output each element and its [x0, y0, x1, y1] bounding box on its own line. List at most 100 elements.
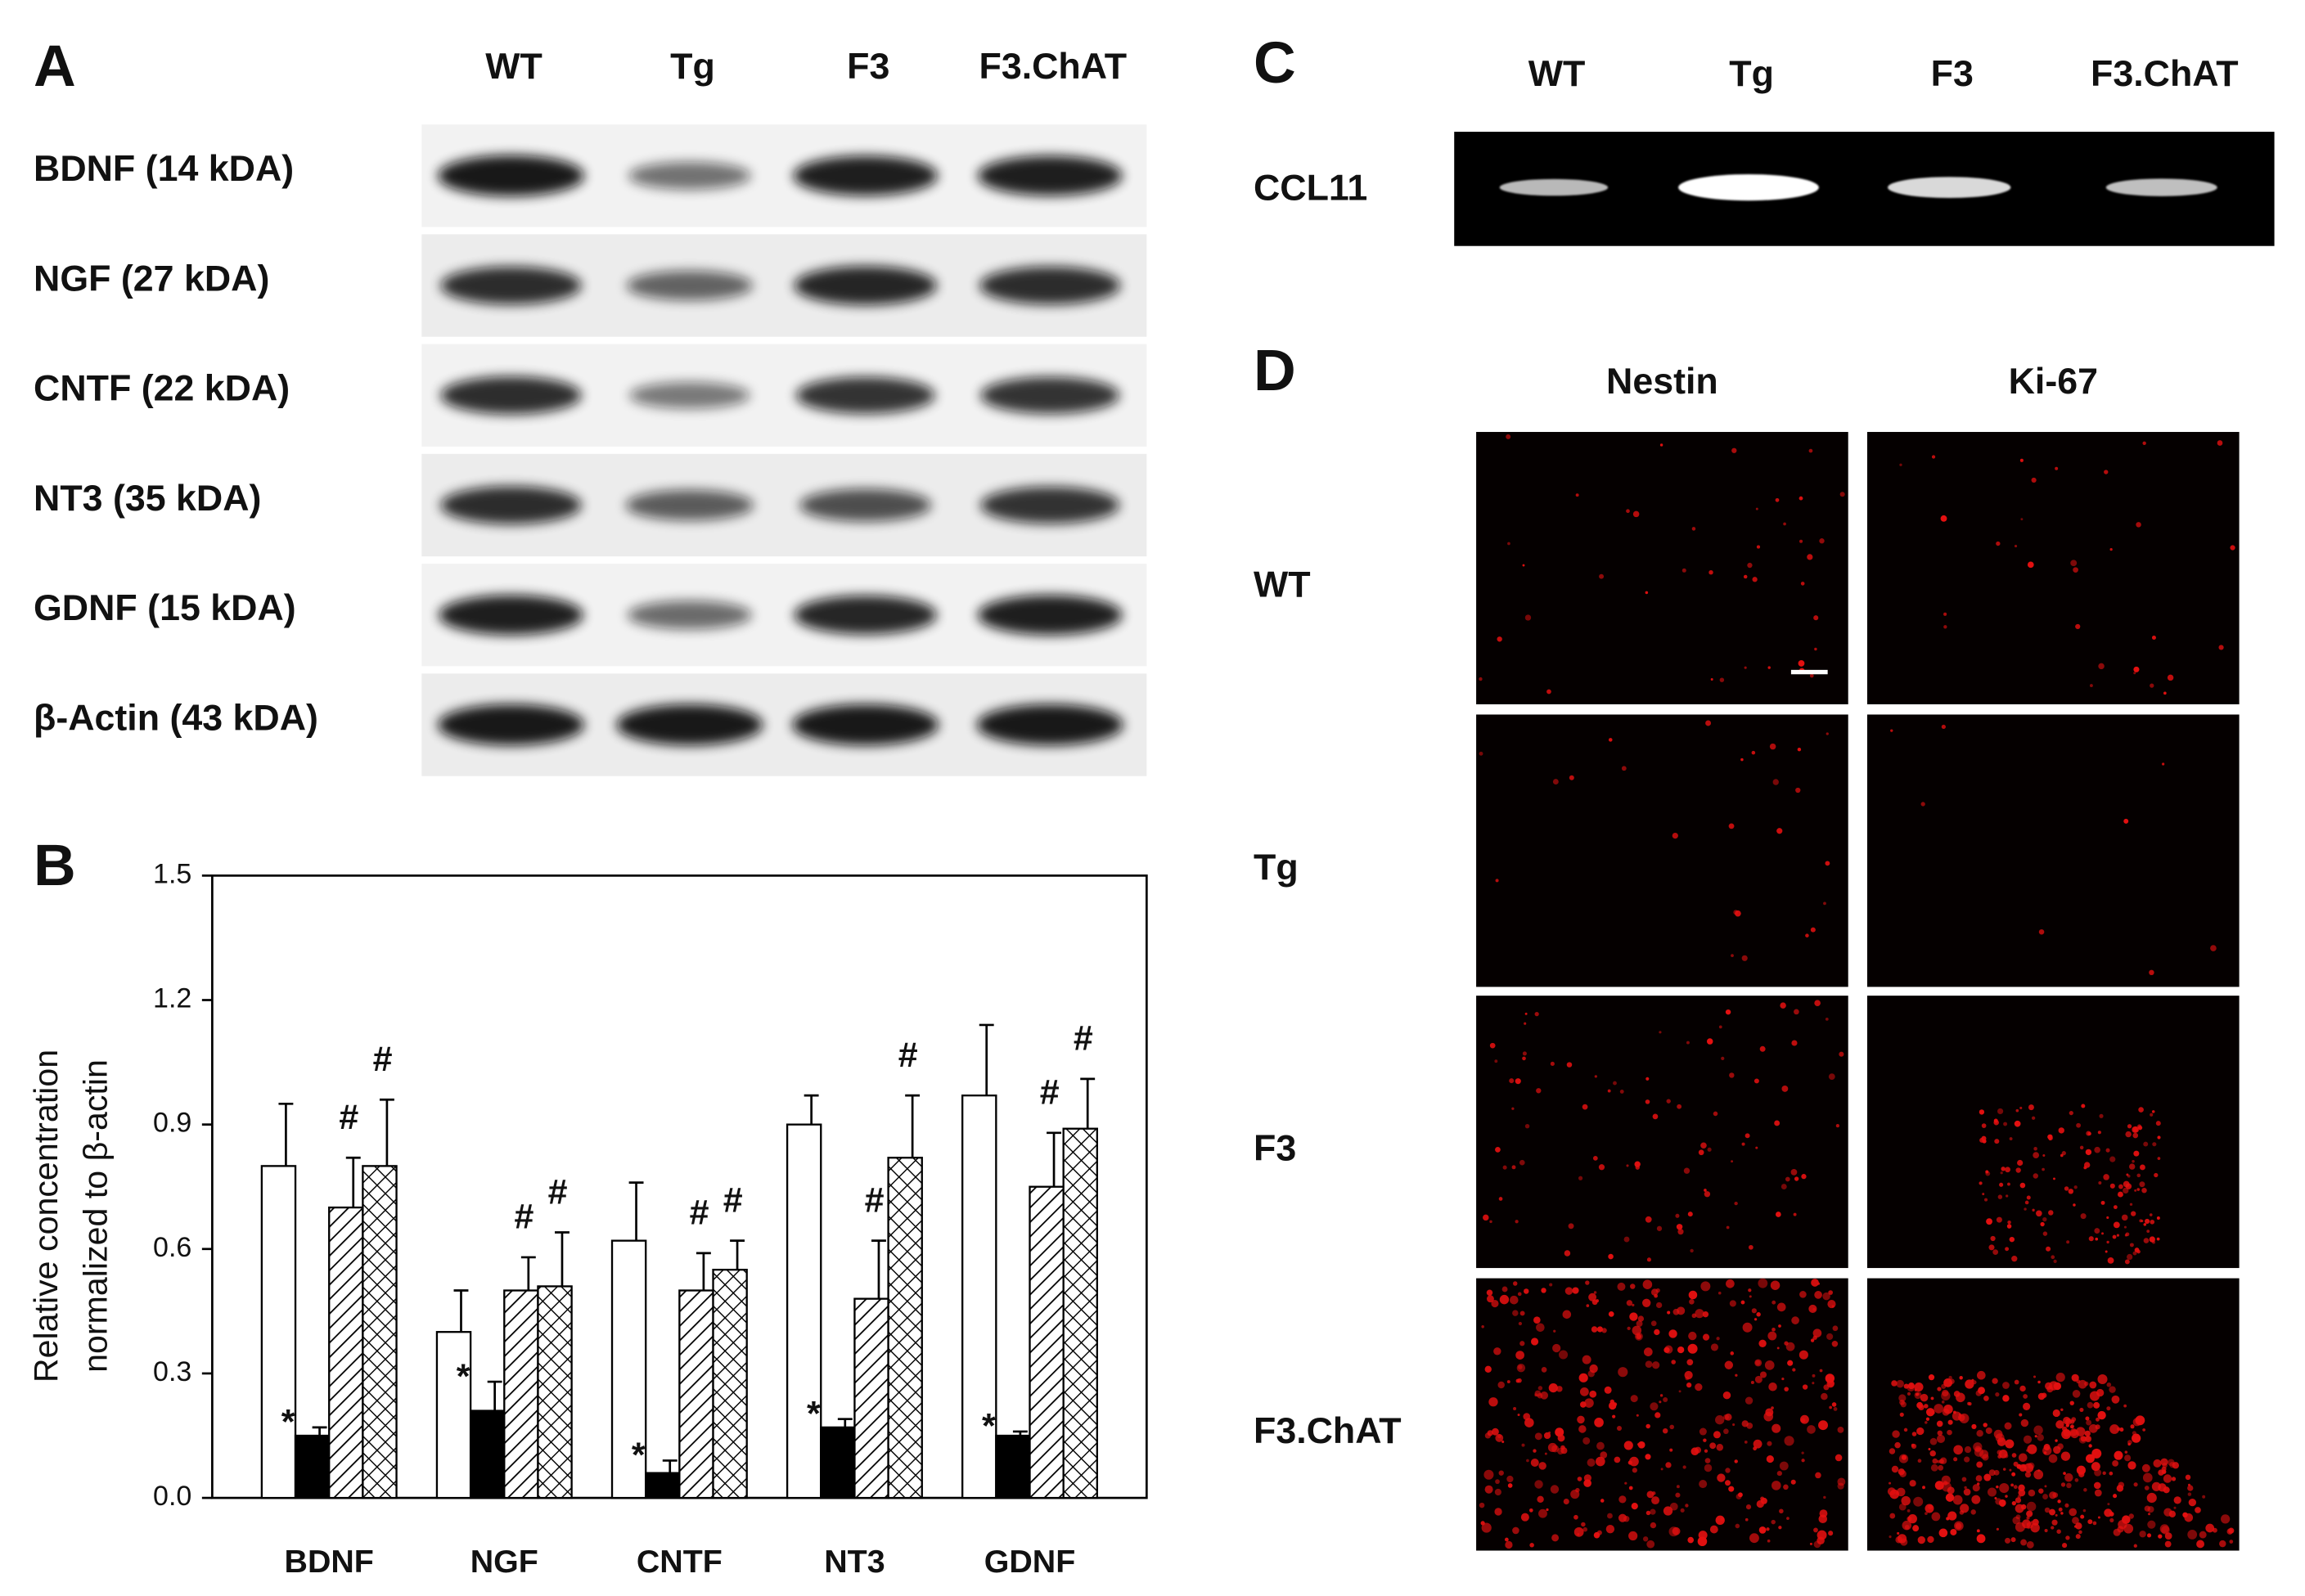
fluorescence-spot — [1579, 1401, 1587, 1408]
fluorescence-spot — [1618, 1495, 1627, 1504]
fluorescence-spot — [1766, 1455, 1774, 1463]
fluorescence-spot — [2072, 1517, 2079, 1525]
fluorescence-spot — [2132, 1159, 2135, 1163]
fluorescence-spot — [2132, 1251, 2137, 1256]
fluorescence-spot — [2154, 1172, 2159, 1178]
fluorescence-spot — [1986, 1218, 1992, 1225]
fluorescence-spot — [1499, 1294, 1510, 1305]
fluorescence-spot — [2085, 1416, 2090, 1421]
fluorescence-spot — [2042, 1216, 2047, 1222]
fluorescence-spot — [2026, 1501, 2037, 1512]
fluorescence-spot — [2073, 567, 2078, 573]
micrograph — [1866, 714, 2240, 987]
fluorescence-spot — [1837, 1477, 1846, 1486]
bar — [820, 1426, 856, 1499]
blot-band — [438, 704, 585, 746]
fluorescence-spot — [1822, 1292, 1830, 1301]
fluorescence-spot — [2031, 1116, 2036, 1120]
fluorescence-spot — [1917, 1459, 1922, 1463]
fluorescence-spot — [1582, 1355, 1591, 1364]
significance-mark: # — [898, 1036, 918, 1075]
fluorescence-spot — [1636, 1333, 1642, 1340]
fluorescence-spot — [2037, 1434, 2044, 1441]
fluorescence-spot — [1541, 1288, 1546, 1293]
fluorescence-spot — [1920, 1393, 1929, 1402]
fluorescence-spot — [2126, 1173, 2129, 1176]
fluorescence-spot — [2040, 1221, 2045, 1227]
fluorescence-spot — [2058, 1127, 2064, 1134]
fluorescence-spot — [2226, 1528, 2233, 1535]
fluorescence-spot — [2119, 1427, 2124, 1432]
fluorescence-spot — [1497, 1433, 1502, 1439]
fluorescence-spot — [2156, 1216, 2160, 1220]
fluorescence-spot — [1997, 1194, 2003, 1199]
fluorescence-spot — [2121, 1214, 2128, 1221]
fluorescence-spot — [2070, 1424, 2075, 1429]
fluorescence-spot — [1771, 1406, 1774, 1409]
fluorescence-spot — [1993, 1118, 1998, 1123]
fluorescence-spot — [2052, 1409, 2060, 1418]
fluorescence-spot — [2084, 1381, 2089, 1387]
fluorescence-spot — [2109, 1386, 2116, 1393]
fluorescence-spot — [2055, 1439, 2058, 1442]
fluorescence-spot — [1550, 1061, 1555, 1067]
blot-band — [440, 486, 582, 524]
bar — [1029, 1185, 1065, 1499]
fluorescence-spot — [1691, 527, 1696, 531]
fluorescence-spot — [1682, 1465, 1686, 1469]
fluorescence-spot — [2075, 1534, 2081, 1540]
fluorescence-spot — [1524, 1288, 1529, 1294]
fluorescence-spot — [1637, 1441, 1645, 1449]
fluorescence-spot — [1582, 1436, 1591, 1445]
fluorescence-spot — [2045, 1382, 2053, 1390]
fluorescence-spot — [1925, 1417, 1930, 1421]
fluorescence-spot — [1941, 1400, 1945, 1404]
fluorescence-spot — [2019, 1413, 2023, 1417]
fluorescence-spot — [1754, 1375, 1763, 1383]
fluorescence-spot — [2105, 1148, 2110, 1153]
fluorescence-spot — [1509, 1295, 1519, 1305]
fluorescence-spot — [2069, 1400, 2074, 1405]
fluorescence-spot — [1811, 1279, 1819, 1287]
fluorescence-spot — [2129, 1243, 2134, 1248]
significance-mark: * — [281, 1403, 295, 1442]
fluorescence-spot — [2123, 1404, 2127, 1408]
fluorescence-spot — [2097, 1410, 2106, 1420]
fluorescence-spot — [1813, 1527, 1818, 1533]
fluorescence-spot — [1522, 564, 1525, 567]
fluorescence-spot — [1534, 1432, 1542, 1441]
fluorescence-spot — [2095, 1237, 2099, 1241]
fluorescence-spot — [2187, 1530, 2198, 1540]
fluorescence-spot — [1748, 1288, 1752, 1293]
fluorescence-spot — [1964, 1445, 1972, 1454]
y-tick-label: 1.5 — [153, 858, 191, 889]
fluorescence-spot — [1558, 1350, 1569, 1360]
fluorescence-spot — [1996, 1527, 1999, 1531]
fluorescence-spot — [1959, 1510, 1965, 1515]
fluorescence-spot — [2078, 1471, 2085, 1477]
fluorescence-spot — [2071, 1417, 2077, 1423]
fluorescence-spot — [2171, 1477, 2177, 1481]
fluorescence-spot — [2123, 818, 2129, 824]
fluorescence-spot — [1928, 1374, 1935, 1381]
fluorescence-spot — [1930, 1463, 1938, 1472]
fluorescence-spot — [1987, 1487, 1997, 1497]
fluorescence-spot — [1497, 1381, 1505, 1389]
fluorescence-spot — [2107, 1257, 2114, 1264]
fluorescence-spot — [1645, 1360, 1653, 1369]
fluorescence-spot — [1517, 1292, 1522, 1297]
bar — [362, 1165, 398, 1499]
fluorescence-spot — [1776, 1470, 1782, 1477]
fluorescence-spot — [2027, 1526, 2030, 1530]
fluorescence-spot — [1772, 1327, 1776, 1332]
fluorescence-spot — [2060, 1482, 2066, 1487]
fluorescence-spot — [1937, 1387, 1942, 1391]
fluorescence-spot — [1823, 901, 1826, 906]
fluorescence-spot — [2026, 1516, 2030, 1520]
fluorescence-spot — [2011, 1500, 2016, 1506]
fluorescence-spot — [1731, 1160, 1734, 1163]
fluorescence-spot — [1779, 1461, 1789, 1471]
significance-mark: # — [339, 1098, 358, 1137]
fluorescence-spot — [2072, 1390, 2081, 1398]
fluorescence-spot — [2015, 1514, 2021, 1520]
